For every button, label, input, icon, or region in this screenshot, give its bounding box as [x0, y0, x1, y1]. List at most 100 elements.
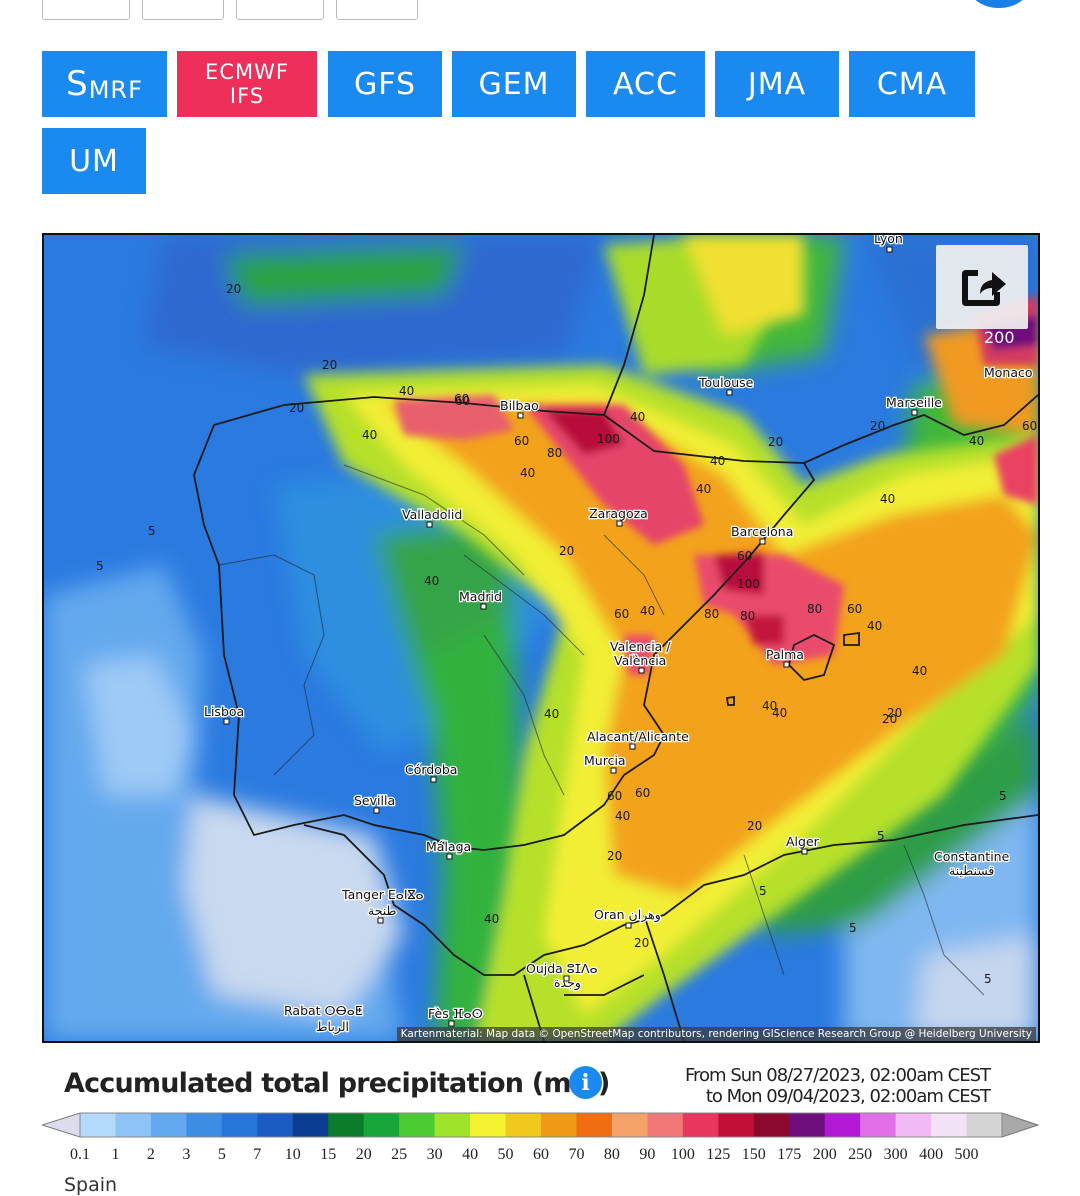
map-attribution: Kartenmaterial: Map data © OpenStreetMap… [396, 1027, 1036, 1041]
info-icon[interactable]: i [569, 1066, 602, 1099]
contour-label: 5 [999, 789, 1007, 803]
city-label-palma: Palma [766, 647, 804, 662]
city-label-constantine: Constantine [934, 849, 1010, 864]
scale-swatch [611, 1113, 648, 1137]
scale-swatch [576, 1113, 613, 1137]
scale-swatch [257, 1113, 294, 1137]
region-label: Spain [64, 1174, 118, 1196]
legend-title: Accumulated total precipitation (mm) [64, 1068, 610, 1099]
model-button-cma[interactable]: CMA [849, 51, 975, 117]
scale-tick-label: 200 [812, 1146, 837, 1163]
scale-swatch [966, 1113, 1003, 1137]
contour-label: 40 [630, 410, 645, 424]
city-label-sevilla: Sevilla [354, 793, 395, 808]
scale-tick-label: 50 [497, 1146, 514, 1163]
scale-tick-label: 175 [777, 1146, 802, 1163]
top-action-circle[interactable] [968, 0, 1030, 8]
model-sublabel: MRF [88, 76, 143, 104]
contour-label: 20 [887, 706, 902, 720]
scale-tick-label: 500 [954, 1146, 979, 1163]
scale-tick-label: 60 [533, 1146, 549, 1163]
region-borders [218, 464, 985, 996]
top-tab[interactable] [42, 0, 130, 20]
contour-label: 80 [547, 446, 562, 460]
scale-swatch [647, 1113, 684, 1137]
contour-label: 20 [870, 419, 885, 433]
city-label-valencia: Valencia / [610, 639, 671, 654]
scale-swatch [682, 1113, 719, 1137]
scale-tick-label: 1 [111, 1146, 120, 1163]
top-tab[interactable] [142, 0, 224, 20]
contour-label: 40 [867, 619, 882, 633]
contour-label: 20 [322, 358, 337, 372]
scale-tick-label: 150 [741, 1146, 766, 1163]
scale-tick-label: 400 [919, 1146, 944, 1163]
city-label-monaco: Monaco [984, 365, 1033, 380]
city-label-rabat-ar: الرباط [316, 1019, 349, 1035]
scale-swatch [328, 1113, 365, 1137]
city-label-toulouse: Toulouse [698, 375, 754, 390]
scale-swatch [221, 1113, 258, 1137]
city-label-oujda-ar: وجدة [554, 975, 581, 991]
model-button-smrf[interactable]: S MRF [42, 51, 167, 117]
scale-tick-label: 300 [883, 1146, 908, 1163]
contour-label: 60 [514, 434, 529, 448]
scale-tick-label: 25 [391, 1146, 408, 1163]
scale-swatch [931, 1113, 968, 1137]
scale-swatch [150, 1113, 187, 1137]
model-button-um[interactable]: UM [42, 128, 146, 194]
contour-label: 40 [640, 604, 655, 618]
model-button-ecmwf-ifs[interactable]: ECMWF IFS [177, 51, 317, 117]
contour-label: 60 [1022, 419, 1037, 433]
city-label-tanger-ar: طنجة [368, 903, 397, 918]
city-label-marseille: Marseille [886, 395, 942, 410]
contour-label: 20 [559, 544, 574, 558]
city-label-barcelona: Barcelona [731, 524, 793, 539]
scale-swatch [789, 1113, 826, 1137]
share-button[interactable] [936, 245, 1028, 329]
model-button-jma[interactable]: JMA [715, 51, 839, 117]
scale-swatch [470, 1113, 507, 1137]
precipitation-map[interactable]: 20 20 20 40 40 60 60 80 100 40 40 40 20 … [42, 233, 1040, 1043]
contour-label: 20 [747, 819, 762, 833]
scale-tick-label: 2 [146, 1146, 155, 1163]
contour-label: 80 [740, 609, 755, 623]
contour-label: 60 [847, 602, 862, 616]
contour-label: 60 [737, 549, 752, 563]
contour-label: 5 [148, 524, 156, 538]
city-label-constantine-ar: قسنطينة [949, 863, 994, 878]
scale-tick-label: 0.1 [70, 1146, 90, 1163]
scale-tick-label: 250 [848, 1146, 873, 1163]
city-label-fes: Fès ⴼⴰⵙ [428, 1006, 483, 1021]
contour-label: 40 [912, 664, 927, 678]
scale-tick-label: 70 [568, 1146, 585, 1163]
contour-label: 40 [362, 428, 377, 442]
scale-swatch [753, 1113, 790, 1137]
model-label: S [66, 64, 89, 104]
city-label-alger: Alger [786, 834, 820, 849]
contour-label: 60 [614, 607, 629, 621]
scale-tick-label: 10 [284, 1146, 301, 1163]
model-button-gfs[interactable]: GFS [328, 51, 442, 117]
model-label: ECMWF [205, 60, 289, 84]
contour-label: 20 [607, 849, 622, 863]
contour-label: 60 [635, 786, 650, 800]
contour-label: 5 [759, 884, 767, 898]
model-label: JMA [747, 66, 807, 102]
scale-tick-label: 7 [253, 1146, 262, 1163]
scale-outline [79, 1112, 1003, 1138]
scale-swatch [434, 1113, 471, 1137]
scale-tick-label: 5 [217, 1146, 226, 1163]
model-button-gem[interactable]: GEM [452, 51, 576, 117]
scale-tick-label: 125 [706, 1146, 731, 1163]
top-tab-bar [42, 0, 418, 20]
model-label: CMA [876, 66, 948, 102]
contour-label: 40 [399, 384, 414, 398]
city-label-oran: Oran وهران [594, 907, 661, 923]
period-from: From Sun 08/27/2023, 02:00am CEST [685, 1065, 991, 1086]
scale-swatch [186, 1113, 223, 1137]
model-button-acc[interactable]: ACC [586, 51, 705, 117]
top-tab[interactable] [336, 0, 418, 20]
top-tab[interactable] [236, 0, 324, 20]
city-label-cordoba: Córdoba [405, 762, 457, 777]
